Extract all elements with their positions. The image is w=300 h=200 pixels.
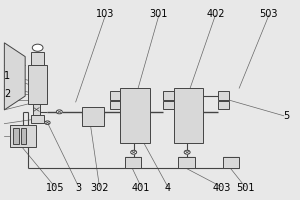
Circle shape [131, 150, 137, 154]
Bar [218, 91, 229, 100]
Circle shape [56, 110, 62, 114]
Bar [120, 88, 150, 143]
Text: 2: 2 [4, 89, 10, 99]
Bar [110, 91, 120, 100]
Circle shape [184, 150, 190, 154]
Bar [178, 157, 195, 168]
Circle shape [32, 44, 43, 51]
Bar [10, 125, 36, 147]
Bar [21, 128, 26, 144]
Text: 403: 403 [212, 183, 230, 193]
Text: 402: 402 [206, 9, 225, 19]
Bar [164, 101, 174, 109]
Bar [31, 52, 44, 64]
Bar [218, 101, 229, 109]
Circle shape [45, 121, 50, 124]
Bar [164, 91, 174, 100]
Bar [13, 128, 19, 144]
Text: 4: 4 [165, 183, 171, 193]
Text: 105: 105 [46, 183, 64, 193]
Text: 302: 302 [90, 183, 109, 193]
Bar [125, 157, 141, 168]
Bar [82, 107, 104, 126]
Bar [223, 157, 239, 168]
Text: 5: 5 [284, 111, 290, 121]
Text: 501: 501 [236, 183, 254, 193]
Text: 1: 1 [4, 71, 10, 81]
Bar [28, 64, 47, 104]
Bar [33, 104, 40, 115]
Bar [174, 88, 203, 143]
Text: 503: 503 [260, 9, 278, 19]
Bar [110, 101, 120, 109]
Text: 401: 401 [132, 183, 150, 193]
Text: 301: 301 [150, 9, 168, 19]
Text: 3: 3 [76, 183, 82, 193]
Bar [31, 115, 44, 123]
Text: 103: 103 [96, 9, 115, 19]
Polygon shape [4, 43, 25, 110]
